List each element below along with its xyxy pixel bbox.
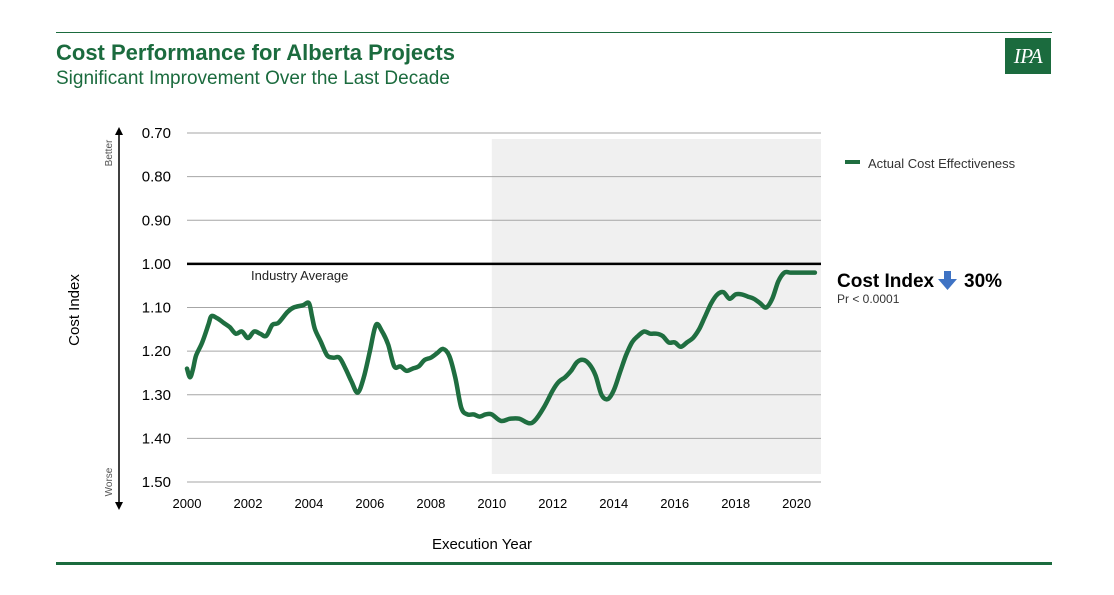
x-tick-label: 2010	[477, 496, 506, 511]
shaded-period	[491, 139, 821, 474]
y-tick-label: 0.70	[142, 125, 171, 142]
shaded-region	[491, 139, 821, 474]
industry-average-label: Industry Average	[251, 268, 348, 283]
series-line-actual-cost-effectiveness	[184, 269, 818, 426]
cost-index-annotation: Cost Index	[837, 271, 935, 292]
y-direction-top-label: Better	[104, 139, 115, 166]
legend-label: Actual Cost Effectiveness	[868, 156, 1016, 171]
x-tick-label: 2014	[599, 496, 628, 511]
y-direction-bottom-label: Worse	[104, 467, 115, 496]
reduction-value: 30%	[964, 271, 1002, 292]
arrow-up-icon	[115, 127, 123, 135]
series-group	[184, 269, 818, 426]
reference-line-group: Industry Average	[187, 262, 821, 283]
down-arrow-icon	[938, 271, 957, 290]
x-tick-label: 2018	[721, 496, 750, 511]
y-tick-label: 1.20	[142, 343, 171, 360]
x-tick-label: 2006	[355, 496, 384, 511]
x-tick-label: 2008	[416, 496, 445, 511]
y-tick-label: 1.40	[142, 430, 171, 447]
y-tick-label: 0.90	[142, 212, 171, 229]
x-tick-label: 2000	[173, 496, 202, 511]
page-subtitle: Significant Improvement Over the Last De…	[56, 68, 450, 89]
arrow-down-icon	[115, 502, 123, 510]
x-tick-label: 2020	[782, 496, 811, 511]
bottom-rule	[56, 562, 1052, 565]
p-value: Pr < 0.0001	[837, 292, 900, 306]
y-tick-label: 0.80	[142, 169, 171, 186]
x-axis-label: Execution Year	[432, 536, 532, 553]
y-tick-label: 1.00	[142, 256, 171, 273]
grid	[187, 132, 821, 483]
ipa-logo: IPA	[1005, 38, 1051, 74]
tick-labels: 0.70 0.80 0.90 1.00 1.10 1.20 1.30 1.40 1.502000…	[142, 125, 811, 511]
page-title: Cost Performance for Alberta Projects	[56, 40, 455, 65]
y-tick-label: 1.50	[142, 474, 171, 491]
x-tick-label: 2012	[538, 496, 567, 511]
top-rule	[56, 32, 1052, 33]
y-axis-label: Cost Index	[66, 274, 83, 346]
y-tick-label: 1.10	[142, 300, 171, 317]
y-tick-label: 1.30	[142, 387, 171, 404]
x-tick-label: 2016	[660, 496, 689, 511]
x-tick-label: 2002	[234, 496, 263, 511]
y-direction-axis	[115, 127, 123, 510]
x-tick-label: 2004	[294, 496, 323, 511]
